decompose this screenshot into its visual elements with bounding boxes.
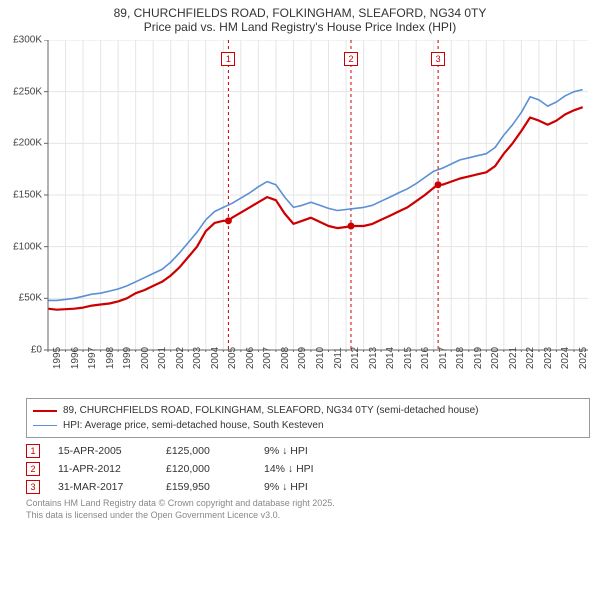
sale-diff: 9% ↓ HPI — [264, 445, 364, 457]
chart-container: 89, CHURCHFIELDS ROAD, FOLKINGHAM, SLEAF… — [0, 0, 600, 590]
y-tick-label: £200K — [2, 138, 42, 149]
sale-marker: 2 — [26, 462, 40, 476]
legend-swatch — [33, 425, 57, 426]
footer-line1: Contains HM Land Registry data © Crown c… — [26, 498, 590, 510]
y-tick-label: £0 — [2, 345, 42, 356]
sale-price: £159,950 — [166, 481, 246, 493]
footer-line2: This data is licensed under the Open Gov… — [26, 510, 590, 522]
sale-price: £120,000 — [166, 463, 246, 475]
sales-table: 1 15-APR-2005 £125,000 9% ↓ HPI 2 11-APR-2012… — [26, 444, 590, 494]
x-tick-label: 2018 — [455, 347, 466, 369]
x-tick-label: 2004 — [210, 347, 221, 369]
legend-item: 89, CHURCHFIELDS ROAD, FOLKINGHAM, SLEAF… — [33, 403, 583, 418]
x-tick-label: 2005 — [227, 347, 238, 369]
sale-marker: 3 — [26, 480, 40, 494]
title-address: 89, CHURCHFIELDS ROAD, FOLKINGHAM, SLEAF… — [8, 6, 592, 20]
x-tick-label: 2006 — [245, 347, 256, 369]
x-tick-label: 2013 — [368, 347, 379, 369]
sale-date: 15-APR-2005 — [58, 445, 148, 457]
x-tick-label: 2023 — [543, 347, 554, 369]
y-tick-label: £300K — [2, 35, 42, 46]
x-tick-label: 1995 — [52, 347, 63, 369]
x-tick-label: 2015 — [403, 347, 414, 369]
x-tick-label: 1996 — [70, 347, 81, 369]
y-tick-label: £250K — [2, 86, 42, 97]
y-tick-label: £50K — [2, 293, 42, 304]
x-tick-label: 2020 — [490, 347, 501, 369]
x-tick-label: 2001 — [157, 347, 168, 369]
x-tick-label: 2017 — [438, 347, 449, 369]
legend-label: 89, CHURCHFIELDS ROAD, FOLKINGHAM, SLEAF… — [63, 403, 479, 418]
legend-swatch — [33, 410, 57, 412]
title-block: 89, CHURCHFIELDS ROAD, FOLKINGHAM, SLEAF… — [0, 0, 600, 36]
x-tick-label: 2012 — [350, 347, 361, 369]
x-tick-label: 2002 — [175, 347, 186, 369]
legend-item: HPI: Average price, semi-detached house,… — [33, 418, 583, 433]
chart-area: £0£50K£100K£150K£200K£250K£300K 19951996… — [6, 40, 590, 392]
x-tick-label: 2021 — [508, 347, 519, 369]
sale-marker: 1 — [26, 444, 40, 458]
x-tick-label: 2009 — [297, 347, 308, 369]
event-marker-3: 3 — [431, 52, 445, 66]
x-tick-label: 2010 — [315, 347, 326, 369]
line-chart — [6, 40, 590, 352]
x-tick-label: 2025 — [578, 347, 589, 369]
y-tick-label: £150K — [2, 190, 42, 201]
sale-date: 31-MAR-2017 — [58, 481, 148, 493]
x-tick-label: 2014 — [385, 347, 396, 369]
x-tick-label: 2008 — [280, 347, 291, 369]
legend: 89, CHURCHFIELDS ROAD, FOLKINGHAM, SLEAF… — [26, 398, 590, 438]
x-tick-label: 1999 — [122, 347, 133, 369]
sale-row: 1 15-APR-2005 £125,000 9% ↓ HPI — [26, 444, 590, 458]
x-tick-label: 1997 — [87, 347, 98, 369]
x-tick-label: 2007 — [262, 347, 273, 369]
x-tick-label: 2011 — [333, 347, 344, 369]
sale-diff: 14% ↓ HPI — [264, 463, 364, 475]
x-tick-label: 2019 — [473, 347, 484, 369]
x-tick-label: 1998 — [105, 347, 116, 369]
sale-date: 11-APR-2012 — [58, 463, 148, 475]
x-tick-label: 2024 — [560, 347, 571, 369]
x-tick-label: 2003 — [192, 347, 203, 369]
x-tick-label: 2016 — [420, 347, 431, 369]
event-marker-1: 1 — [221, 52, 235, 66]
event-marker-2: 2 — [344, 52, 358, 66]
legend-label: HPI: Average price, semi-detached house,… — [63, 418, 324, 433]
x-tick-label: 2000 — [140, 347, 151, 369]
sale-price: £125,000 — [166, 445, 246, 457]
title-subtitle: Price paid vs. HM Land Registry's House … — [8, 20, 592, 34]
sale-row: 2 11-APR-2012 £120,000 14% ↓ HPI — [26, 462, 590, 476]
sale-row: 3 31-MAR-2017 £159,950 9% ↓ HPI — [26, 480, 590, 494]
footer-attribution: Contains HM Land Registry data © Crown c… — [26, 498, 590, 521]
y-tick-label: £100K — [2, 241, 42, 252]
sale-diff: 9% ↓ HPI — [264, 481, 364, 493]
x-tick-label: 2022 — [525, 347, 536, 369]
